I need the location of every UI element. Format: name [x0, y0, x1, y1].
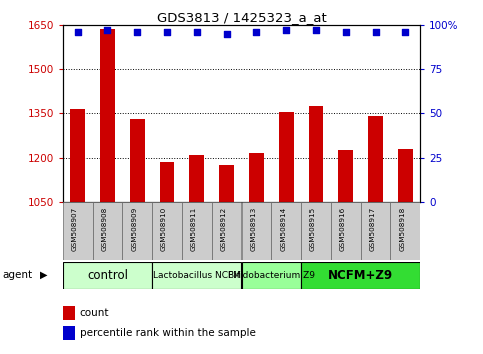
Text: GSM508918: GSM508918 — [399, 206, 405, 251]
Point — [372, 29, 380, 35]
Point — [133, 29, 141, 35]
Text: NCFM+Z9: NCFM+Z9 — [328, 269, 393, 282]
Bar — [331, 202, 361, 260]
Text: Bifidobacterium Z9: Bifidobacterium Z9 — [228, 271, 315, 280]
Bar — [182, 202, 212, 260]
Bar — [242, 262, 301, 289]
Bar — [152, 262, 242, 289]
Point — [342, 29, 350, 35]
Bar — [390, 202, 420, 260]
Point — [282, 27, 290, 33]
Bar — [301, 262, 420, 289]
Bar — [219, 165, 234, 202]
Text: ▶: ▶ — [40, 270, 48, 280]
Text: GSM508908: GSM508908 — [101, 206, 108, 251]
Text: GSM508917: GSM508917 — [369, 206, 376, 251]
Bar — [122, 202, 152, 260]
Point — [312, 27, 320, 33]
Text: Lactobacillus NCFM: Lactobacillus NCFM — [153, 271, 241, 280]
Bar — [152, 202, 182, 260]
Bar — [279, 112, 294, 202]
Text: GSM508914: GSM508914 — [280, 206, 286, 251]
Text: GSM508913: GSM508913 — [250, 206, 256, 251]
Bar — [70, 109, 85, 202]
Text: control: control — [87, 269, 128, 282]
Bar — [242, 202, 271, 260]
Bar — [93, 202, 122, 260]
Bar — [212, 202, 242, 260]
Text: GSM508907: GSM508907 — [71, 206, 78, 251]
Text: agent: agent — [2, 270, 32, 280]
Text: GSM508910: GSM508910 — [161, 206, 167, 251]
Bar — [63, 202, 93, 260]
Point — [223, 31, 230, 36]
Text: GDS3813 / 1425323_a_at: GDS3813 / 1425323_a_at — [156, 11, 327, 24]
Text: percentile rank within the sample: percentile rank within the sample — [80, 328, 256, 338]
Bar — [338, 150, 353, 202]
Text: GSM508916: GSM508916 — [340, 206, 346, 251]
Point — [104, 27, 112, 33]
Text: GSM508909: GSM508909 — [131, 206, 137, 251]
Bar — [361, 202, 390, 260]
Point — [401, 29, 409, 35]
Point — [163, 29, 171, 35]
Text: count: count — [80, 308, 109, 318]
Point — [193, 29, 201, 35]
Point — [253, 29, 260, 35]
Bar — [398, 149, 413, 202]
Bar — [249, 153, 264, 202]
Bar — [189, 155, 204, 202]
Bar — [100, 29, 115, 202]
Point — [74, 29, 82, 35]
Text: GSM508911: GSM508911 — [191, 206, 197, 251]
Bar — [368, 116, 383, 202]
Bar — [63, 262, 152, 289]
Bar — [159, 162, 174, 202]
Bar — [130, 119, 145, 202]
Bar — [301, 202, 331, 260]
Text: GSM508912: GSM508912 — [221, 206, 227, 251]
Text: GSM508915: GSM508915 — [310, 206, 316, 251]
Bar — [271, 202, 301, 260]
Bar — [309, 106, 324, 202]
